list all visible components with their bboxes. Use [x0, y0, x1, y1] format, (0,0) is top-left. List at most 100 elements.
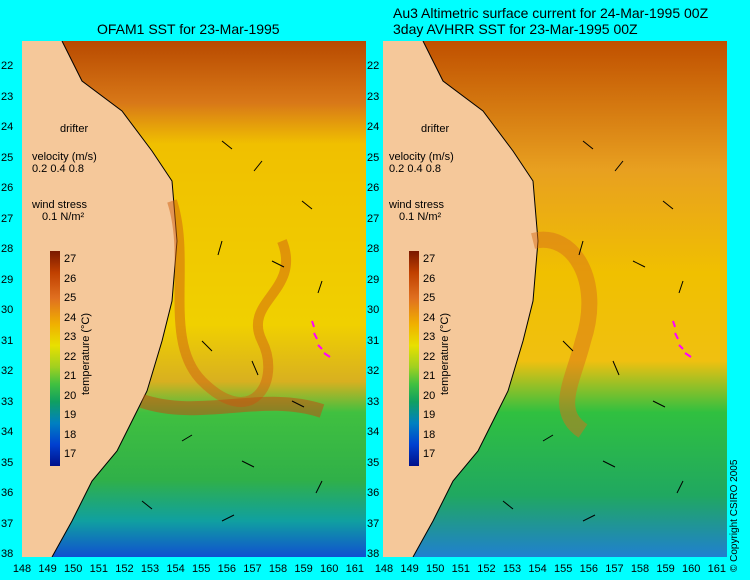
- longitude-label: 160: [320, 563, 339, 575]
- latitude-label: 31: [367, 334, 380, 347]
- latitude-label: 23: [367, 90, 380, 103]
- latitude-label: 22: [1, 60, 14, 72]
- longitude-label: 152: [477, 563, 496, 575]
- colorbar-tick: 19: [423, 409, 436, 421]
- longitude-label: 148: [12, 563, 32, 575]
- longitude-label: 160: [682, 563, 701, 575]
- right-legend-wind-scale: 0.1 N/m²: [399, 211, 442, 223]
- latitude-label: 29: [367, 273, 380, 286]
- longitude-label: 154: [528, 563, 547, 575]
- right-sst-map: drifter velocity (m/s) 0.2 0.4 0.8 wind …: [383, 41, 727, 557]
- left-legend-drifter: drifter: [60, 123, 89, 135]
- latitude-label: 33: [367, 395, 380, 408]
- longitude-label: 154: [166, 563, 185, 575]
- longitude-label: 150: [426, 563, 445, 575]
- longitude-label: 148: [374, 563, 394, 575]
- longitude-label: 153: [502, 563, 522, 575]
- colorbar-tick: 18: [64, 428, 77, 441]
- latitude-label: 25: [367, 151, 380, 164]
- colorbar-tick: 26: [423, 272, 436, 285]
- longitude-label: 161: [345, 563, 364, 575]
- right-colorbar: [409, 251, 419, 466]
- latitude-label: 28: [1, 243, 14, 255]
- right-colorbar-label: temperature (°C): [439, 312, 451, 395]
- longitude-label: 158: [268, 563, 288, 575]
- colorbar-tick: 17: [423, 448, 436, 460]
- latitude-label: 38: [1, 548, 14, 560]
- latitude-label: 31: [1, 334, 14, 347]
- latitude-label: 33: [1, 395, 14, 408]
- left-velocity-arrows: [141, 140, 323, 522]
- colorbar-tick: 26: [64, 272, 77, 285]
- left-map-title: OFAM1 SST for 23-Mar-1995: [97, 21, 280, 37]
- latitude-label: 27: [367, 212, 380, 225]
- right-legend-wind-title: wind stress: [389, 199, 445, 211]
- colorbar-tick: 17: [64, 448, 77, 460]
- latitude-label: 27: [1, 212, 14, 225]
- longitude-label: 149: [38, 563, 57, 575]
- right-legend-drifter: drifter: [421, 123, 450, 135]
- longitude-label: 150: [64, 563, 83, 575]
- latitude-label: 37: [367, 517, 380, 530]
- longitude-label: 152: [115, 563, 134, 575]
- latitude-label: 25: [1, 151, 14, 164]
- right-legend-velocity-title: velocity (m/s): [389, 151, 454, 163]
- latitude-label: 38: [367, 548, 380, 560]
- longitude-label: 153: [140, 563, 160, 575]
- latitude-label: 24: [1, 121, 14, 133]
- longitude-label: 159: [656, 563, 675, 575]
- right-legend-velocity-scale: 0.2 0.4 0.8: [389, 163, 441, 175]
- colorbar-tick: 25: [64, 292, 77, 304]
- colorbar-tick: 27: [64, 253, 77, 265]
- colorbar-tick: 20: [64, 389, 77, 402]
- latitude-label: 23: [1, 90, 14, 103]
- latitude-label: 36: [1, 487, 14, 499]
- longitude-label: 155: [554, 563, 573, 575]
- colorbar-tick: 23: [64, 331, 77, 343]
- left-land-mass: [22, 41, 177, 557]
- left-legend-velocity-scale: 0.2 0.4 0.8: [32, 163, 84, 175]
- colorbar-tick: 25: [423, 292, 436, 304]
- latitude-label: 35: [1, 456, 14, 469]
- latitude-label: 35: [367, 456, 380, 469]
- left-colorbar-label: temperature (°C): [80, 312, 92, 395]
- right-velocity-arrows: [502, 140, 684, 522]
- colorbar-tick: 21: [64, 370, 77, 382]
- right-map-title-line2: 3day AVHRR SST for 23-Mar-1995 00Z: [393, 21, 638, 37]
- colorbar-tick: 18: [423, 428, 436, 441]
- latitude-label: 26: [367, 182, 380, 194]
- latitude-label: 36: [367, 487, 380, 499]
- latitude-label: 24: [367, 121, 380, 133]
- longitude-label: 157: [605, 563, 624, 575]
- longitude-label: 156: [217, 563, 236, 575]
- latitude-label: 28: [367, 243, 380, 255]
- latitude-label: 32: [367, 365, 380, 377]
- longitude-label: 158: [630, 563, 650, 575]
- colorbar-tick: 20: [423, 389, 436, 402]
- left-legend-wind-title: wind stress: [32, 199, 88, 211]
- right-map-title-line1: Au3 Altimetric surface current for 24-Ma…: [393, 5, 709, 21]
- right-land-mass: [383, 41, 538, 557]
- colorbar-tick: 19: [64, 409, 77, 421]
- latitude-label: 30: [1, 304, 14, 316]
- left-legend-velocity-title: velocity (m/s): [32, 151, 97, 163]
- colorbar-tick: 22: [64, 350, 77, 363]
- latitude-label: 29: [1, 273, 14, 286]
- latitude-label: 34: [1, 426, 14, 438]
- latitude-label: 22: [367, 60, 380, 72]
- longitude-label: 151: [89, 563, 108, 575]
- colorbar-tick: 24: [423, 311, 436, 324]
- colorbar-tick: 21: [423, 370, 436, 382]
- colorbar-tick: 27: [423, 253, 436, 265]
- longitude-label: 149: [400, 563, 419, 575]
- longitude-label: 151: [451, 563, 470, 575]
- latitude-label: 30: [367, 304, 380, 316]
- colorbar-tick: 22: [423, 350, 436, 363]
- colorbar-tick: 23: [423, 331, 436, 343]
- longitude-label: 159: [294, 563, 313, 575]
- left-sst-map: drifter velocity (m/s) 0.2 0.4 0.8 wind …: [22, 41, 366, 557]
- longitude-label: 161: [707, 563, 726, 575]
- left-colorbar: [50, 251, 60, 466]
- longitude-label: 155: [192, 563, 211, 575]
- latitude-label: 26: [1, 182, 14, 194]
